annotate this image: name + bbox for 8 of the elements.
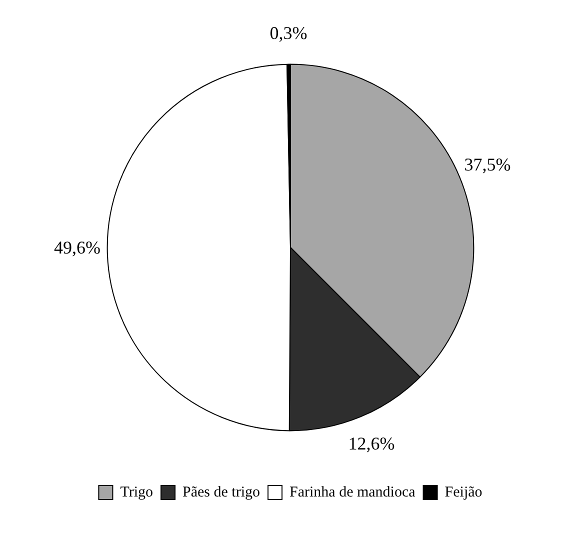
data-label: 37,5% — [464, 154, 511, 175]
data-label: 49,6% — [54, 238, 101, 258]
data-label: 0,3% — [270, 23, 308, 44]
data-label: 12,6% — [348, 433, 395, 454]
legend-label: Feijão — [444, 484, 482, 500]
legend-label: Pães de trigo — [182, 484, 260, 500]
legend-label: Trigo — [120, 484, 154, 500]
legend-label: Farinha de mandioca — [290, 484, 416, 500]
